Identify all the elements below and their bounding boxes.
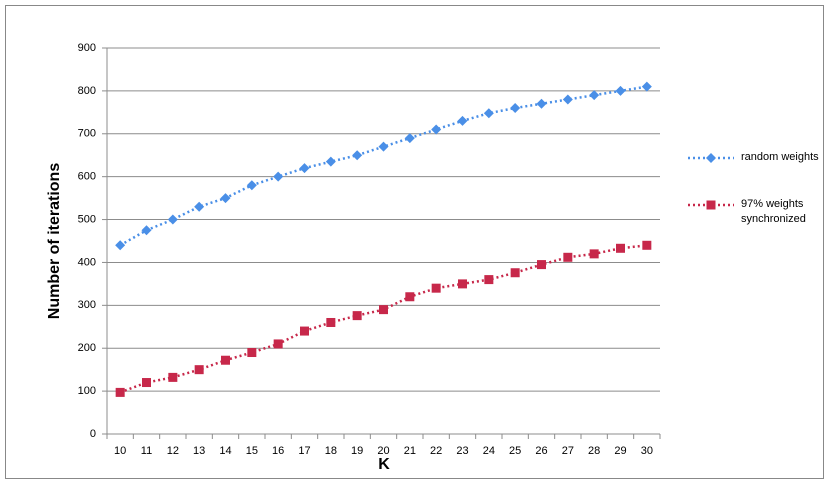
data-point bbox=[194, 365, 204, 375]
data-point bbox=[589, 249, 599, 259]
x-tick-label: 21 bbox=[404, 445, 416, 457]
data-point bbox=[168, 372, 178, 382]
legend-label: 97% weights synchronized bbox=[741, 198, 806, 225]
data-point bbox=[563, 252, 573, 262]
data-point bbox=[641, 81, 652, 92]
x-tick-label: 14 bbox=[219, 445, 231, 457]
data-point bbox=[273, 171, 284, 182]
data-point bbox=[483, 108, 494, 119]
data-point bbox=[220, 193, 231, 204]
data-point bbox=[431, 283, 441, 293]
chart-border bbox=[5, 5, 824, 479]
data-point bbox=[616, 243, 625, 253]
data-point bbox=[115, 240, 126, 251]
data-point bbox=[221, 355, 230, 365]
x-tick-label: 18 bbox=[325, 445, 337, 457]
y-tick-label: 200 bbox=[78, 342, 96, 354]
legend-marker bbox=[706, 200, 716, 210]
data-point bbox=[167, 214, 178, 225]
x-tick-label: 17 bbox=[298, 445, 310, 457]
data-point bbox=[484, 275, 494, 285]
data-point bbox=[299, 163, 310, 174]
y-tick-label: 300 bbox=[78, 299, 96, 311]
x-tick-label: 27 bbox=[562, 445, 574, 457]
y-tick-label: 900 bbox=[78, 42, 96, 54]
data-point bbox=[642, 240, 652, 250]
y-tick-label: 600 bbox=[78, 171, 96, 183]
data-point bbox=[352, 150, 363, 161]
legend-label: random weights bbox=[741, 151, 819, 163]
x-tick-label: 11 bbox=[141, 445, 152, 457]
data-point bbox=[404, 133, 415, 144]
data-point bbox=[115, 387, 125, 397]
data-point bbox=[457, 115, 468, 126]
data-point bbox=[589, 90, 600, 101]
data-point bbox=[405, 292, 415, 302]
data-point bbox=[562, 94, 573, 105]
data-point bbox=[326, 317, 336, 327]
data-point bbox=[458, 279, 467, 289]
y-axis-title: Number of iterations bbox=[46, 163, 63, 320]
y-tick-label: 0 bbox=[90, 428, 96, 440]
data-point bbox=[300, 326, 309, 336]
x-tick-label: 29 bbox=[614, 445, 626, 457]
data-point bbox=[537, 260, 546, 270]
x-tick-label: 12 bbox=[167, 445, 179, 457]
data-point bbox=[510, 103, 521, 114]
legend-marker bbox=[706, 153, 716, 163]
x-tick-label: 30 bbox=[641, 445, 653, 457]
y-tick-label: 100 bbox=[78, 385, 96, 397]
x-tick-label: 28 bbox=[588, 445, 600, 457]
data-point bbox=[536, 98, 547, 109]
x-tick-label: 20 bbox=[377, 445, 389, 457]
data-point bbox=[510, 268, 520, 278]
x-tick-label: 19 bbox=[351, 445, 363, 457]
y-tick-label: 700 bbox=[78, 128, 96, 140]
y-tick-label: 800 bbox=[78, 85, 96, 97]
data-point bbox=[379, 305, 388, 315]
data-point bbox=[247, 348, 257, 358]
data-point bbox=[352, 311, 362, 321]
data-point bbox=[142, 378, 151, 388]
x-tick-label: 15 bbox=[246, 445, 258, 457]
x-tick-label: 16 bbox=[272, 445, 284, 457]
y-tick-label: 500 bbox=[78, 213, 96, 225]
data-point bbox=[431, 124, 442, 135]
data-point bbox=[273, 339, 283, 349]
x-tick-label: 26 bbox=[535, 445, 547, 457]
x-tick-label: 25 bbox=[509, 445, 521, 457]
x-tick-label: 22 bbox=[430, 445, 442, 457]
data-point bbox=[194, 201, 205, 212]
x-tick-label: 10 bbox=[114, 445, 126, 457]
data-point bbox=[378, 141, 389, 152]
data-point bbox=[615, 85, 626, 96]
x-tick-label: 13 bbox=[193, 445, 205, 457]
data-point bbox=[325, 156, 336, 167]
data-point bbox=[141, 225, 152, 236]
x-tick-label: 23 bbox=[456, 445, 468, 457]
data-point bbox=[246, 180, 257, 191]
x-tick-label: 24 bbox=[483, 445, 495, 457]
y-tick-label: 400 bbox=[78, 256, 96, 268]
x-axis-title: K bbox=[378, 456, 390, 473]
